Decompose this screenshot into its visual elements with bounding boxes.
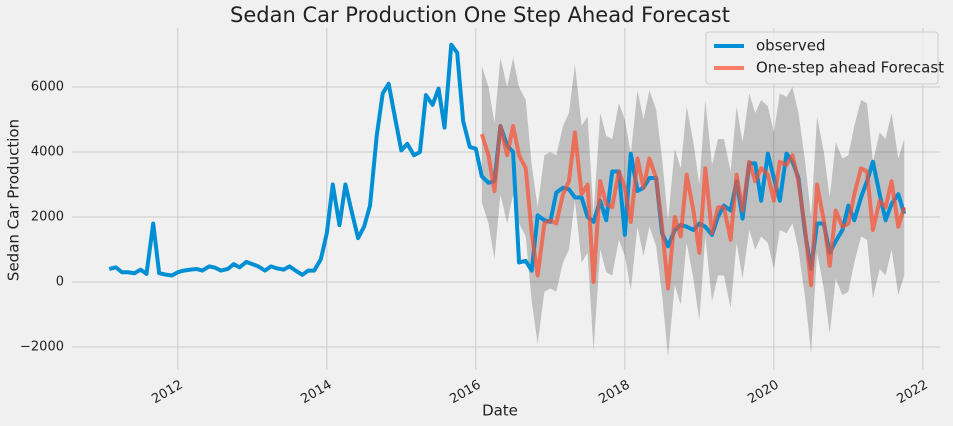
legend-label: One-step ahead Forecast	[756, 59, 944, 77]
series-line	[479, 123, 907, 291]
legend-label: observed	[756, 37, 826, 55]
y-tick-label: 2000	[31, 209, 64, 224]
y-tick-label: −2000	[20, 339, 64, 354]
y-tick-label: 4000	[31, 144, 64, 159]
y-tick-label: 0	[56, 274, 64, 289]
plot-area	[108, 42, 907, 357]
legend: observed One-step ahead Forecast	[705, 31, 944, 85]
x-axis-label: Date	[482, 402, 518, 420]
y-tick-label: 6000	[31, 79, 64, 94]
chart-title: Sedan Car Production One Step Ahead Fore…	[230, 3, 730, 27]
y-axis-label: Sedan Car Production	[5, 119, 23, 281]
legend-box	[705, 31, 939, 85]
